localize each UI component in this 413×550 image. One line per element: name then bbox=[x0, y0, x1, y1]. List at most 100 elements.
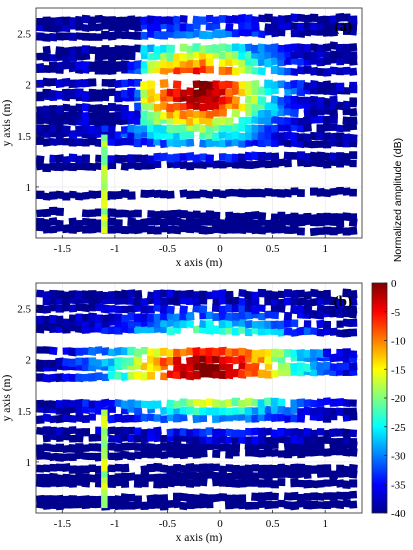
heatmap-cell bbox=[231, 67, 240, 76]
heatmap-cell bbox=[140, 362, 149, 371]
heatmap-cell bbox=[303, 81, 312, 91]
heatmap-cell bbox=[172, 15, 182, 25]
heatmap-cell bbox=[244, 20, 254, 30]
heatmap-cell bbox=[244, 80, 254, 90]
heatmap-cell bbox=[101, 325, 110, 335]
heatmap-cell bbox=[264, 58, 273, 68]
heatmap-cell bbox=[81, 325, 91, 334]
heatmap-cell bbox=[270, 23, 280, 32]
heatmap-cell bbox=[218, 428, 227, 437]
heatmap-cell bbox=[35, 304, 45, 314]
heatmap-cell bbox=[55, 162, 65, 172]
heatmap-cell bbox=[172, 225, 182, 235]
heatmap-cell bbox=[296, 123, 306, 133]
heatmap-cell bbox=[75, 32, 84, 41]
heatmap-cell bbox=[120, 463, 130, 473]
heatmap-cell bbox=[231, 219, 240, 228]
heatmap-cell bbox=[179, 52, 189, 62]
heatmap-cell bbox=[107, 130, 117, 140]
heatmap-cell bbox=[329, 492, 338, 501]
heatmap-cell bbox=[172, 442, 182, 451]
heatmap-cell bbox=[342, 318, 351, 328]
heatmap-cell bbox=[205, 89, 214, 98]
heatmap-cell bbox=[342, 436, 351, 445]
heatmap-cell bbox=[322, 348, 332, 357]
heatmap-cell bbox=[166, 499, 175, 509]
heatmap-cell bbox=[94, 495, 104, 505]
heatmap-cell bbox=[107, 217, 117, 226]
heatmap-cell bbox=[42, 111, 51, 120]
heatmap-cell bbox=[264, 448, 273, 457]
heatmap-cell bbox=[244, 436, 254, 445]
heatmap-cell bbox=[316, 227, 325, 236]
heatmap-cell bbox=[42, 138, 52, 147]
heatmap-cell bbox=[303, 291, 312, 300]
heatmap-cell bbox=[225, 29, 233, 38]
heatmap-cell bbox=[42, 443, 51, 452]
heatmap-cell bbox=[316, 140, 325, 148]
heatmap-cell bbox=[296, 140, 306, 149]
heatmap-cell bbox=[120, 450, 130, 460]
heatmap-cell bbox=[166, 441, 176, 451]
heatmap-cell bbox=[264, 327, 273, 336]
heatmap-cell bbox=[108, 399, 116, 408]
heatmap-cell bbox=[342, 133, 351, 142]
heatmap-cell bbox=[270, 413, 280, 423]
heatmap-cell bbox=[147, 155, 155, 164]
heatmap-cell bbox=[140, 297, 149, 306]
heatmap-cell bbox=[134, 31, 142, 40]
heatmap-cell bbox=[88, 357, 97, 366]
heatmap-cell bbox=[88, 16, 97, 25]
heatmap-cell bbox=[290, 117, 299, 126]
heatmap-cell bbox=[146, 29, 156, 39]
panel-b-x-axis-label: x axis (m) bbox=[176, 532, 223, 544]
heatmap-cell bbox=[120, 347, 130, 356]
heatmap-cell bbox=[348, 43, 358, 52]
heatmap-cell bbox=[211, 399, 221, 408]
heatmap-cell bbox=[140, 110, 149, 119]
heatmap-cell bbox=[94, 162, 103, 171]
heatmap-cell bbox=[49, 54, 57, 62]
heatmap-cell bbox=[166, 370, 175, 379]
heatmap-cell bbox=[349, 490, 358, 499]
heatmap-cell bbox=[140, 161, 149, 170]
heatmap-cell bbox=[55, 137, 64, 146]
heatmap-cell bbox=[35, 136, 45, 145]
heatmap-cell bbox=[55, 113, 65, 122]
heatmap-cell bbox=[36, 289, 45, 298]
heatmap-cell bbox=[309, 309, 319, 319]
heatmap-cell bbox=[251, 472, 260, 480]
heatmap-cell bbox=[100, 398, 110, 408]
heatmap-cell bbox=[81, 162, 91, 171]
heatmap-cell bbox=[61, 54, 71, 63]
heatmap-cell bbox=[251, 368, 260, 377]
heatmap-cell bbox=[199, 369, 208, 378]
heatmap-cell bbox=[120, 225, 130, 235]
heatmap-cell bbox=[211, 87, 221, 97]
heatmap-cell bbox=[277, 427, 286, 437]
heatmap-cell bbox=[74, 60, 84, 71]
heatmap-cell bbox=[244, 116, 253, 125]
heatmap-cell bbox=[329, 50, 338, 59]
heatmap-cell bbox=[271, 139, 279, 147]
heatmap-cell bbox=[133, 495, 142, 504]
heatmap-cell bbox=[232, 407, 240, 415]
heatmap-cell bbox=[231, 108, 241, 118]
heatmap-cell bbox=[55, 304, 64, 313]
heatmap-cell bbox=[146, 313, 156, 323]
x-tick-label: -1 bbox=[110, 243, 119, 255]
heatmap-cell bbox=[127, 21, 136, 31]
heatmap-cell bbox=[251, 464, 260, 472]
heatmap-cell bbox=[185, 138, 195, 147]
heatmap-cell bbox=[186, 289, 195, 298]
heatmap-cell bbox=[251, 115, 260, 125]
heatmap-cell bbox=[186, 443, 195, 452]
heatmap-cell bbox=[231, 478, 241, 488]
heatmap-cell bbox=[134, 400, 142, 408]
heatmap-cell bbox=[238, 304, 247, 313]
heatmap-cell bbox=[329, 115, 338, 124]
heatmap-cell bbox=[42, 16, 51, 25]
heatmap-cell bbox=[283, 297, 293, 306]
heatmap-cell bbox=[296, 133, 306, 142]
heatmap-cell bbox=[290, 108, 299, 118]
